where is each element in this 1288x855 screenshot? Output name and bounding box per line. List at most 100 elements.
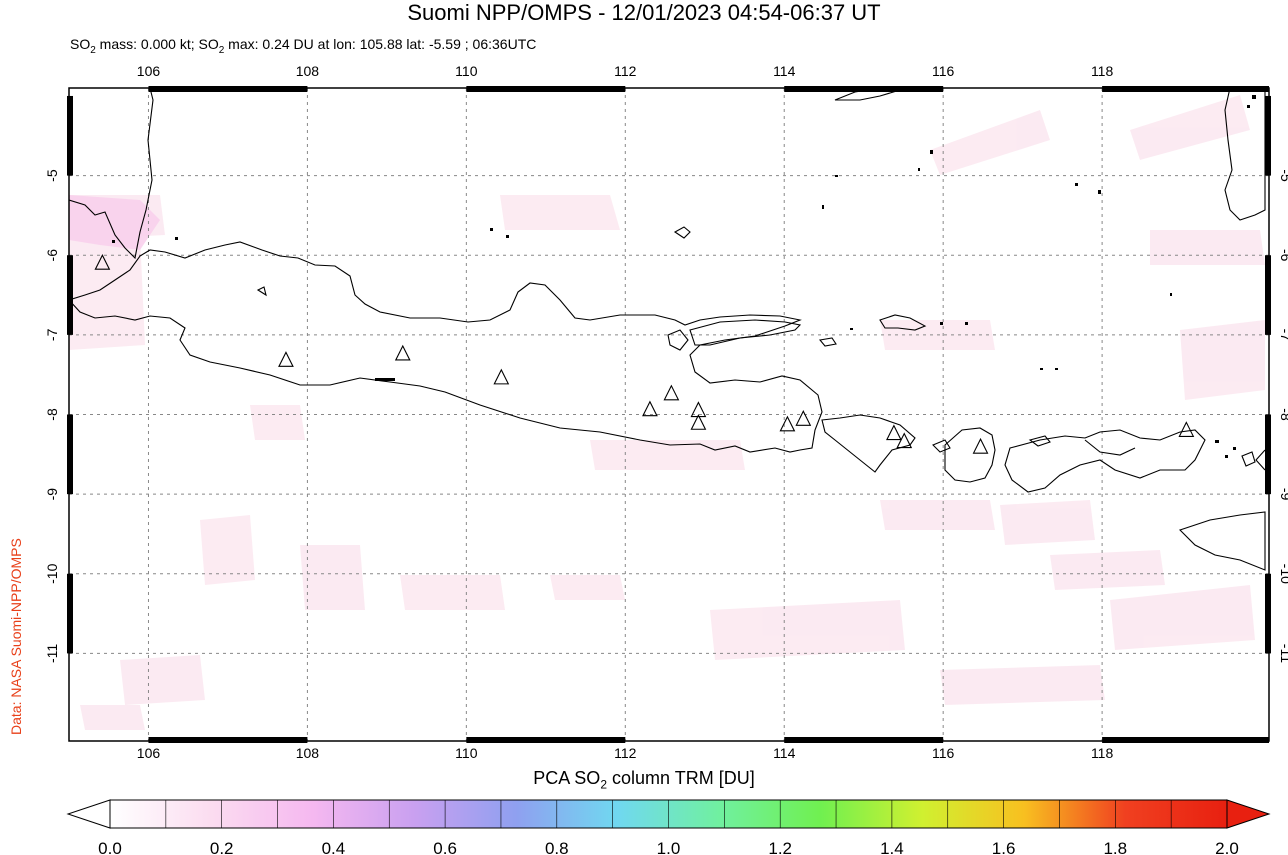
colorbar-tick-label: 1.2 <box>768 839 792 855</box>
bottom-lon-label: 118 <box>1091 745 1114 761</box>
left-bar-seg <box>67 95 73 176</box>
volcano-icon <box>779 415 796 432</box>
top-lon-label: 118 <box>1091 63 1114 79</box>
right-lat-label: -10 <box>1278 564 1288 584</box>
colorbar-min-arrow <box>66 799 111 829</box>
right-bar-seg <box>1265 255 1271 335</box>
top-lon-label: 114 <box>773 63 796 79</box>
colorbar-tick-label: 1.4 <box>880 839 904 855</box>
bottom-bar-seg <box>1102 737 1269 743</box>
top-lon-label: 110 <box>455 63 478 79</box>
islet-1 <box>673 226 691 239</box>
islet-6 <box>1255 449 1266 471</box>
bottom-bar-seg <box>466 737 626 743</box>
islet-7 <box>879 314 927 331</box>
colorbar: 0.0 0.2 0.4 0.6 0.8 1.0 1.2 1.4 1.6 1.8 2.0 <box>66 799 1271 855</box>
left-lat-label: -9 <box>44 488 60 501</box>
left-lat-label: -10 <box>44 563 60 583</box>
volcano-icon <box>1178 421 1195 437</box>
volcano-icon <box>663 384 680 401</box>
sumba-flores-coast <box>1178 511 1266 571</box>
colorbar-tick-label: 0.0 <box>98 839 122 855</box>
top-lon-label: 112 <box>614 63 637 79</box>
right-bar-seg <box>1265 414 1271 495</box>
top-lon-label: 106 <box>137 63 161 79</box>
colorbar-tick-label: 1.0 <box>657 839 681 855</box>
islet-8 <box>818 337 837 347</box>
volcano-markers <box>94 253 1195 454</box>
right-lat-label: -11 <box>1278 644 1288 663</box>
left-bar-seg <box>67 573 73 654</box>
volcano-icon <box>278 351 294 367</box>
colorbar-tick-label: 2.0 <box>1215 839 1239 855</box>
bottom-lon-label: 110 <box>455 745 478 761</box>
left-lat-label: -6 <box>44 249 60 262</box>
volcano-icon <box>795 410 812 426</box>
islet-5 <box>1241 451 1256 467</box>
colorbar-tick-label: 1.6 <box>992 839 1016 855</box>
volcano-icon <box>493 368 510 385</box>
colorbar-title: PCA SO2 column TRM [DU] <box>533 768 755 792</box>
axis-tick-labels: 106 106 108 108 110 110 112 112 114 114 116 116 118 1… <box>44 63 1288 761</box>
right-bar-seg <box>1265 573 1271 654</box>
volcano-icon <box>972 437 989 454</box>
top-bar-seg <box>784 86 944 92</box>
left-bar-seg <box>67 255 73 335</box>
top-bar-seg <box>148 86 308 92</box>
bali-coast <box>821 414 916 473</box>
left-lat-label: -8 <box>44 408 60 421</box>
colorbar-tick-label: 0.2 <box>210 839 234 855</box>
coastlines <box>69 88 1266 571</box>
right-lat-label: -7 <box>1278 329 1288 342</box>
madura-strait-islet <box>667 329 689 351</box>
colorbar-tick-label: 0.8 <box>545 839 569 855</box>
islet-3 <box>932 439 951 453</box>
sumatra-coast <box>69 88 154 260</box>
volcano-icon <box>642 400 658 417</box>
small-islands <box>112 95 1256 458</box>
volcano-icon <box>886 424 902 441</box>
so2-faint-stripes <box>69 95 1265 730</box>
madura-coast <box>689 319 802 346</box>
bottom-lon-label: 108 <box>296 745 320 761</box>
sumbawa-coast <box>1004 429 1206 493</box>
top-lon-label: 108 <box>296 63 320 79</box>
colorbar-tick-label: 0.4 <box>322 839 346 855</box>
lombok-coast <box>944 427 996 483</box>
right-lat-label: -9 <box>1278 488 1288 501</box>
colorbar-tick-label: 1.8 <box>1103 839 1127 855</box>
right-lat-label: -5 <box>1278 169 1288 182</box>
so2-max-patch <box>69 195 160 250</box>
graticule <box>69 88 1269 741</box>
bottom-lon-label: 112 <box>614 745 637 761</box>
islet-2 <box>256 286 267 297</box>
top-lon-label: 116 <box>932 63 955 79</box>
frame-scale-bars <box>67 86 1271 743</box>
java-coast <box>69 241 823 453</box>
volcano-icon <box>690 401 707 418</box>
right-lat-label: -6 <box>1278 249 1288 262</box>
volcano-icon <box>94 253 111 270</box>
sulawesi-coast <box>1224 88 1266 221</box>
volcano-icon <box>690 414 707 430</box>
map-title: Suomi NPP/OMPS - 12/01/2023 04:54-06:37 … <box>407 0 881 25</box>
bottom-bar-seg <box>148 737 308 743</box>
right-lat-label: -8 <box>1278 408 1288 421</box>
colorbar-tick-label: 0.6 <box>433 839 457 855</box>
bottom-lon-label: 106 <box>137 745 161 761</box>
map-frame <box>68 87 1270 742</box>
bottom-lon-label: 114 <box>773 745 796 761</box>
top-bar-seg <box>1102 86 1269 92</box>
left-lat-label: -5 <box>44 169 60 182</box>
volcano-icon <box>394 344 411 361</box>
bottom-bar-seg <box>784 737 944 743</box>
right-bar-seg <box>1265 95 1271 176</box>
left-lat-label: -11 <box>44 644 60 663</box>
bottom-lon-label: 116 <box>932 745 955 761</box>
map-subtitle: SO2 mass: 0.000 kt; SO2 max: 0.24 DU at … <box>70 36 537 56</box>
left-bar-seg <box>67 414 73 495</box>
colorbar-max-arrow <box>1226 799 1271 829</box>
islet-4 <box>1028 435 1051 447</box>
volcano-icon <box>896 432 913 449</box>
